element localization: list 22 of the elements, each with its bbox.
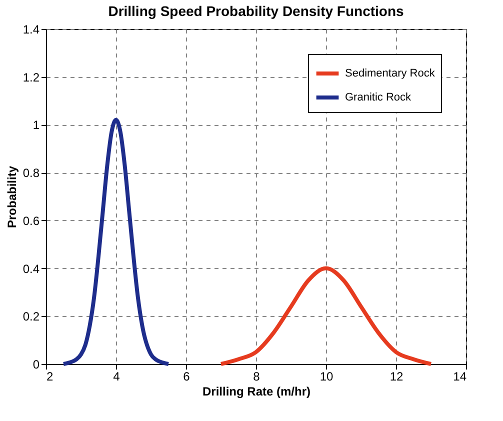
- x-tick-label: 6: [183, 370, 190, 384]
- y-tick-label: 1.4: [22, 22, 40, 36]
- y-tick-label: 1: [32, 118, 40, 132]
- line-series: [62, 118, 170, 366]
- y-tick-label: 0: [32, 358, 40, 372]
- y-tick-label: 0.2: [22, 310, 40, 324]
- x-tick-label: 4: [113, 370, 120, 384]
- legend-label: Granitic Rock: [345, 92, 412, 104]
- x-tick-label: 10: [320, 370, 334, 384]
- y-tick-label: 0.4: [22, 262, 40, 276]
- x-axis-title: Drilling Rate (m/hr): [202, 384, 311, 398]
- y-tick-label: 0.6: [22, 214, 40, 228]
- chart-title: Drilling Speed Probability Density Functions: [108, 3, 404, 19]
- line-series: [219, 266, 433, 366]
- y-tick-label: 0.8: [22, 166, 40, 180]
- x-tick-label: 14: [453, 370, 467, 384]
- x-tick-label: 8: [253, 370, 260, 384]
- x-tick-label: 12: [390, 370, 404, 384]
- y-axis-title: Probability: [4, 166, 19, 228]
- y-tick-label: 1.2: [22, 70, 40, 84]
- x-tick-label: 2: [46, 370, 54, 384]
- legend-label: Sedimentary Rock: [345, 68, 436, 80]
